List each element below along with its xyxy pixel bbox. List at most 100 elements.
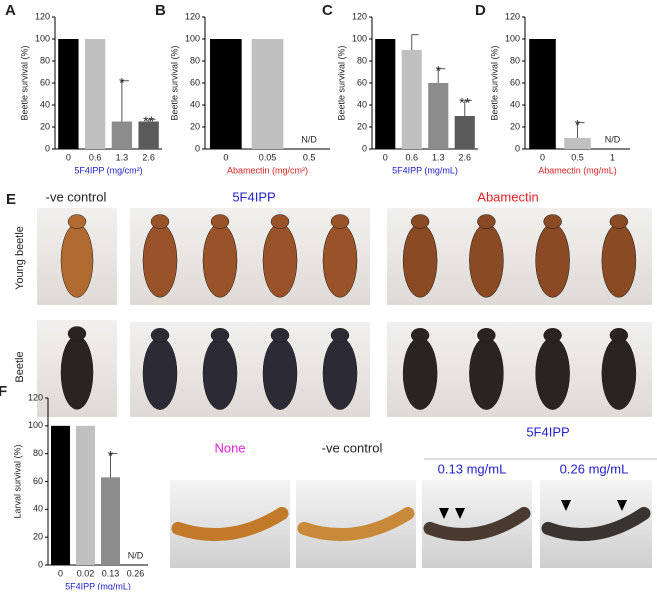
bar bbox=[58, 39, 79, 149]
beetle bbox=[601, 223, 637, 298]
beetle bbox=[469, 223, 504, 298]
beetle-head bbox=[609, 214, 629, 229]
larva bbox=[541, 506, 651, 542]
x-tick-label: 1 bbox=[610, 152, 615, 162]
x-axis-label: Abamectin (mg/mL) bbox=[538, 165, 617, 175]
x-tick-label: 0.13 bbox=[102, 568, 120, 578]
error-bar bbox=[121, 80, 129, 122]
column-title: -ve control bbox=[46, 189, 107, 204]
y-tick-label: 120 bbox=[352, 11, 367, 21]
x-tick-label: 0.5 bbox=[571, 152, 584, 162]
beetle-head bbox=[210, 214, 230, 229]
y-tick-label: 120 bbox=[185, 11, 200, 21]
bar bbox=[210, 39, 242, 149]
x-axis-label: 5F4IPP (mg/mL) bbox=[65, 581, 131, 590]
annotation: * bbox=[436, 62, 442, 78]
x-tick-label: 2.6 bbox=[142, 152, 155, 162]
beetle bbox=[202, 223, 238, 298]
beetle-head bbox=[330, 328, 350, 343]
column-title: Abamectin bbox=[477, 189, 538, 204]
y-tick-label: 20 bbox=[33, 532, 43, 542]
y-tick-label: 40 bbox=[357, 99, 367, 109]
y-tick-label: 120 bbox=[505, 11, 520, 21]
annotation: ** bbox=[143, 113, 154, 129]
y-tick-label: 100 bbox=[505, 33, 520, 43]
beetle-head bbox=[543, 328, 562, 343]
bar bbox=[51, 425, 70, 565]
y-tick-label: 80 bbox=[357, 55, 367, 65]
error-bar bbox=[411, 34, 419, 50]
y-tick-label: 120 bbox=[28, 392, 43, 402]
beetle-head bbox=[270, 214, 290, 229]
bar bbox=[138, 121, 159, 149]
error-bar bbox=[464, 100, 472, 116]
photos bbox=[170, 480, 652, 568]
arrowhead bbox=[439, 508, 449, 519]
row-title: Beetle bbox=[14, 351, 26, 382]
photos bbox=[37, 208, 652, 417]
error-bar bbox=[110, 453, 118, 478]
beetle-head bbox=[270, 328, 290, 343]
annotation: N/D bbox=[605, 134, 621, 144]
y-tick-label: 20 bbox=[510, 121, 520, 131]
arrowhead bbox=[617, 500, 627, 511]
x-tick-label: 0.26 bbox=[127, 568, 145, 578]
x-tick-label: 0.6 bbox=[89, 152, 102, 162]
y-tick-label: 100 bbox=[352, 33, 367, 43]
x-tick-label: 0.05 bbox=[259, 152, 277, 162]
y-tick-label: 80 bbox=[510, 55, 520, 65]
arrowhead bbox=[455, 508, 465, 519]
x-tick-label: 0 bbox=[58, 568, 63, 578]
bar bbox=[76, 425, 95, 565]
panel-letter: C bbox=[322, 2, 333, 19]
y-axis-label: Beetle survival (%) bbox=[169, 45, 179, 120]
beetle-head bbox=[150, 214, 170, 229]
y-tick-label: 40 bbox=[33, 504, 43, 514]
y-tick-label: 20 bbox=[40, 121, 50, 131]
beetle bbox=[262, 337, 298, 410]
panel-letter: B bbox=[155, 2, 166, 19]
x-tick-label: 2.6 bbox=[458, 152, 471, 162]
beetle bbox=[60, 223, 94, 298]
error-bar bbox=[437, 68, 446, 83]
y-tick-label: 100 bbox=[185, 33, 200, 43]
beetle-head bbox=[477, 214, 496, 229]
y-axis-label: Larval survival (%) bbox=[12, 444, 22, 518]
beetle-head bbox=[330, 214, 350, 229]
y-tick-label: 60 bbox=[510, 77, 520, 87]
y-tick-label: 60 bbox=[190, 77, 200, 87]
bar bbox=[375, 39, 396, 149]
y-tick-label: 0 bbox=[515, 143, 520, 153]
y-tick-label: 100 bbox=[28, 420, 43, 430]
larva bbox=[297, 506, 415, 542]
x-tick-label: 0.6 bbox=[405, 152, 418, 162]
y-tick-label: 20 bbox=[190, 121, 200, 131]
y-tick-label: 80 bbox=[33, 448, 43, 458]
beetle-head bbox=[410, 214, 430, 229]
panel-letter: D bbox=[475, 2, 486, 19]
beetle bbox=[601, 337, 637, 410]
beetle-head bbox=[67, 326, 87, 341]
bar bbox=[564, 138, 591, 149]
annotation: N/D bbox=[301, 134, 317, 144]
y-axis-label: Beetle survival (%) bbox=[489, 45, 499, 120]
panel-letter: E bbox=[6, 191, 16, 208]
beetle bbox=[535, 223, 570, 298]
bar bbox=[529, 39, 556, 149]
y-tick-label: 100 bbox=[35, 33, 50, 43]
photo-caption: 0.13 mg/mL bbox=[438, 461, 507, 476]
bar bbox=[111, 121, 133, 149]
annotation: * bbox=[119, 75, 125, 91]
y-tick-label: 0 bbox=[38, 559, 43, 569]
x-axis-label: 5F4IPP (mg/cm²) bbox=[74, 165, 142, 175]
bar bbox=[101, 477, 120, 565]
x-tick-label: 0 bbox=[223, 152, 228, 162]
beetle bbox=[142, 223, 178, 298]
x-tick-label: 0 bbox=[66, 152, 71, 162]
x-tick-label: 0 bbox=[383, 152, 388, 162]
column-title: 5F4IPP bbox=[232, 189, 275, 204]
y-tick-label: 80 bbox=[190, 55, 200, 65]
beetle bbox=[322, 223, 358, 298]
photo-caption: -ve control bbox=[322, 440, 383, 455]
